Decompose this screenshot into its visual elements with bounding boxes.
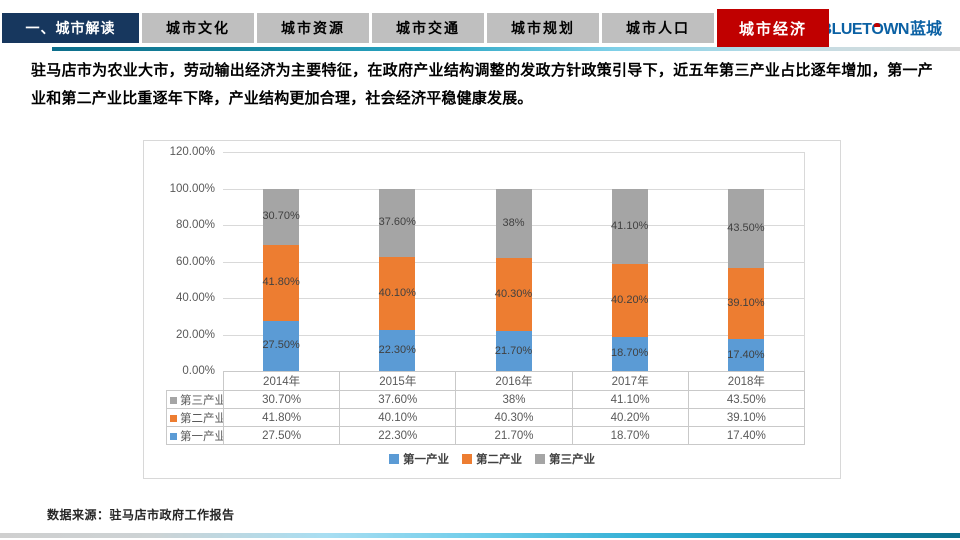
table-value-cell: 37.60% xyxy=(339,390,457,409)
table-value-cell: 30.70% xyxy=(222,390,341,409)
bar-segment-第二产业 xyxy=(379,257,416,331)
bar-value-label: 39.10% xyxy=(727,297,765,310)
bar-segment-第二产业 xyxy=(495,257,532,332)
legend-swatch-icon xyxy=(535,454,545,464)
table-year-header: 2017年 xyxy=(571,371,689,391)
bar-segment-第一产业 xyxy=(727,339,764,371)
plot-right-border xyxy=(804,152,805,371)
y-axis-tick-label: 0.00% xyxy=(182,365,215,377)
bluetown-logo: BLUETO WN蓝城 xyxy=(820,21,942,38)
bottom-gradient-bar xyxy=(0,533,960,538)
bar-value-label: 40.30% xyxy=(494,288,533,301)
bar-segment-第三产业 xyxy=(495,188,532,258)
bar-value-label: 41.80% xyxy=(262,276,300,289)
table-value-cell: 40.20% xyxy=(571,408,689,427)
bar-value-label: 17.40% xyxy=(727,348,765,361)
bar-segment-第二产业 xyxy=(263,244,300,321)
nav-tab-city-population[interactable]: 城市人口 xyxy=(602,13,714,43)
bar-value-label: 38% xyxy=(502,216,525,229)
chart-legend: 第一产业 第二产业 第三产业 xyxy=(144,451,840,467)
logo-red-sail-icon xyxy=(874,23,881,27)
table-value-cell: 21.70% xyxy=(455,426,573,445)
series-swatch-icon xyxy=(170,396,177,404)
table-value-cell: 27.50% xyxy=(222,426,341,445)
nav-tab-city-resources[interactable]: 城市资源 xyxy=(257,13,369,43)
table-year-header: 2015年 xyxy=(339,371,457,391)
bar-segment-第一产业 xyxy=(263,320,300,371)
bar-segment-第三产业 xyxy=(727,188,764,268)
table-value-cell: 17.40% xyxy=(687,426,805,445)
bar-segment-第三产业 xyxy=(611,188,648,264)
nav-tab-city-transport[interactable]: 城市交通 xyxy=(372,13,484,43)
bar-segment-第二产业 xyxy=(611,263,648,337)
series-swatch-icon xyxy=(170,414,177,422)
table-corner-cell xyxy=(167,372,224,391)
bar-value-label: 22.30% xyxy=(378,344,416,357)
nav-tab-city-economy[interactable]: 城市经济 xyxy=(717,9,829,47)
table-row-header-第二产业: 第二产业 xyxy=(166,408,224,427)
nav-divider-gradient xyxy=(52,47,960,51)
chart-data-table: 2014年 2015年 2016年 2017年 2018年第三产业 30.70% 37.60… xyxy=(166,371,805,445)
legend-item-第三产业: 第三产业 xyxy=(535,451,595,467)
table-value-cell: 22.30% xyxy=(339,426,457,445)
legend-swatch-icon xyxy=(389,454,399,464)
data-source-note: 数据来源：驻马店市政府工作报告 xyxy=(47,508,235,522)
y-axis-tick-label: 100.00% xyxy=(169,182,215,195)
table-year-header: 2018年 xyxy=(687,371,805,391)
table-value-cell: 39.10% xyxy=(687,408,805,427)
legend-swatch-icon xyxy=(462,454,472,464)
chart-container: 120.00% 100.00% 80.00% 60.00% 40.00% 20.00% 0.… xyxy=(143,140,841,479)
table-year-header: 2014年 xyxy=(222,371,341,391)
nav-section-tab-city-interpretation[interactable]: 一、城市解读 xyxy=(2,13,139,43)
nav-tab-city-planning[interactable]: 城市规划 xyxy=(487,13,599,43)
logo-chinese-name: 蓝城 xyxy=(909,21,942,38)
bar-segment-第一产业 xyxy=(611,336,648,371)
table-value-cell: 43.50% xyxy=(687,390,805,409)
bar-segment-第三产业 xyxy=(379,188,416,258)
y-axis-tick-label: 60.00% xyxy=(175,255,215,268)
table-value-cell: 40.30% xyxy=(455,408,573,427)
logo-text: BLUET xyxy=(820,21,872,38)
bar-value-label: 40.20% xyxy=(611,293,649,306)
table-value-cell: 41.10% xyxy=(571,390,689,409)
nav-tab-city-culture[interactable]: 城市文化 xyxy=(142,13,254,43)
table-value-cell: 18.70% xyxy=(571,426,689,445)
bar-value-label: 18.70% xyxy=(611,347,649,360)
y-axis-tick-label: 120.00% xyxy=(169,146,215,158)
bar-value-label: 37.60% xyxy=(378,216,416,229)
grid-line xyxy=(223,152,804,153)
legend-item-第一产业: 第一产业 xyxy=(389,451,449,467)
legend-item-第二产业: 第二产业 xyxy=(462,451,522,467)
bar-value-label: 40.10% xyxy=(378,287,416,300)
y-axis-tick-label: 80.00% xyxy=(175,219,215,231)
table-value-cell: 40.10% xyxy=(339,408,457,427)
bar-value-label: 43.50% xyxy=(727,221,765,234)
nav-tabs: 城市文化 城市资源 城市交通 城市规划 城市人口 城市经济 xyxy=(142,9,829,47)
bar-segment-第三产业 xyxy=(263,188,300,245)
bar-value-label: 27.50% xyxy=(262,339,300,352)
y-axis-tick-label: 20.00% xyxy=(175,328,215,341)
table-row-header-第三产业: 第三产业 xyxy=(166,390,224,409)
bar-segment-第二产业 xyxy=(727,267,764,340)
intro-text: 驻马店市为农业大市，劳动输出经济为主要特征，在政府产业结构调整的发政方针政策引导… xyxy=(31,62,933,107)
bar-segment-第一产业 xyxy=(379,330,416,371)
table-year-header: 2016年 xyxy=(455,371,573,391)
table-value-cell: 38% xyxy=(455,390,573,409)
table-value-cell: 41.80% xyxy=(222,408,341,427)
logo-o-mark: O xyxy=(871,21,884,38)
series-swatch-icon xyxy=(170,432,177,440)
table-row-header-第一产业: 第一产业 xyxy=(166,426,224,445)
bar-value-label: 41.10% xyxy=(611,219,649,232)
y-axis-tick-label: 40.00% xyxy=(175,292,215,304)
bar-value-label: 21.70% xyxy=(494,344,533,357)
bar-value-label: 30.70% xyxy=(262,210,300,222)
bar-segment-第一产业 xyxy=(495,331,532,371)
